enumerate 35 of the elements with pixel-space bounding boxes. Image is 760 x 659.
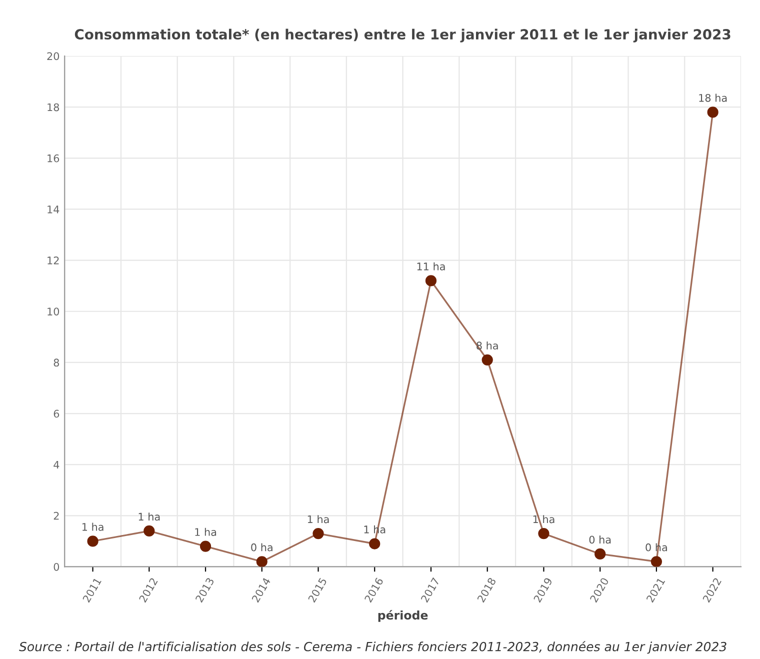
point: [200, 540, 212, 552]
point: [538, 528, 550, 540]
point: [594, 548, 606, 560]
y-tick-label: 16: [48, 154, 60, 162]
y-tick-label: 12: [48, 256, 59, 264]
y-tick-label: 4: [54, 460, 60, 469]
y-tick-label: 10: [48, 308, 60, 316]
y-tick-label: 14: [48, 206, 60, 214]
point: [369, 538, 380, 550]
point: [425, 275, 437, 286]
point: [650, 556, 662, 567]
data-label: 1 ha: [308, 515, 329, 524]
data-label: 1 ha: [195, 528, 216, 536]
data-label: 11 ha: [417, 262, 445, 270]
point: [312, 528, 324, 540]
data-label: 1 ha: [138, 512, 160, 521]
point: [144, 525, 155, 537]
data-label: 1 ha: [533, 515, 554, 524]
point: [87, 536, 98, 547]
y-tick-label: 6: [54, 410, 60, 418]
point: [707, 106, 718, 118]
x-axis-title: période: [378, 610, 428, 622]
y-tick-label: 20: [47, 52, 60, 60]
data-label: 0 ha: [251, 543, 272, 552]
data-label: 0 ha: [589, 536, 611, 544]
data-label: 1 ha: [82, 522, 104, 531]
y-tick-label: 0: [54, 562, 60, 571]
source-note: Source : Portail de l'artificialisation des sols - Cerema - Fichiers fonciers 2011-2023, données au 1er janvier 2023: [19, 641, 726, 654]
y-tick-label: 2: [54, 512, 59, 520]
point: [482, 354, 493, 366]
point: [256, 556, 268, 567]
y-tick-label: 8: [54, 358, 60, 367]
y-tick-label: 18: [48, 103, 60, 112]
data-label: 18 ha: [699, 94, 727, 102]
chart-title: Consommation totale* (en hectares) entre le 1er janvier 2011 et le 1er janvier 2023: [74, 28, 730, 42]
